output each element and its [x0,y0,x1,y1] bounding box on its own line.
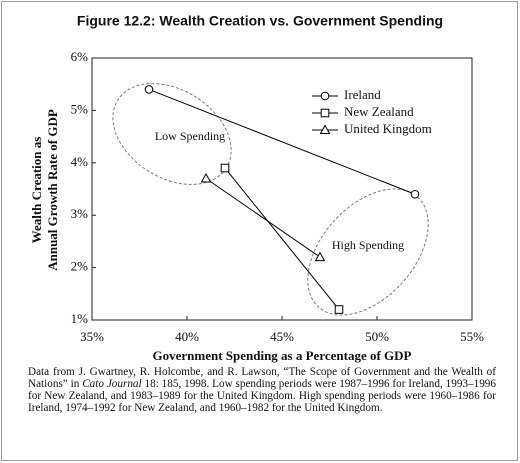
legend-label: United Kingdom [344,121,432,136]
y-tick-label: 1% [71,311,89,326]
y-axis-label: Annual Growth Rate of GDP [45,109,60,271]
x-tick-label: 40% [175,329,199,344]
x-axis-label: Government Spending as a Percentage of G… [152,348,411,363]
data-point [220,163,230,173]
caption-text: 18: 185, 1998. Low spending periods were… [28,378,496,414]
caption: Data from J. Gwartney, R. Holcombe, and … [28,366,496,414]
high-spending-region [307,188,429,316]
x-tick-label: 35% [80,329,104,344]
series-line [224,167,340,310]
data-point [144,85,154,94]
plot-area [91,57,473,321]
y-tick-label: 3% [71,206,89,221]
data-point [200,173,212,183]
chart-title: Figure 12.2: Wealth Creation vs. Governm… [77,13,443,29]
x-tick-label: 55% [460,329,484,344]
caption-journal: Cato Journal [82,378,142,390]
y-tick-label: 2% [71,259,89,274]
annotation: Low Spending [155,129,225,143]
y-axis-label: Wealth Creation as [29,137,44,244]
annotation: High Spending [332,238,404,252]
data-point [410,189,420,199]
legend-marker [319,124,331,134]
series-line [205,178,321,258]
y-tick-label: 6% [71,49,89,64]
legend-marker [320,91,330,101]
caption-text: Data from J. Gwartney, R. Holcombe, and … [28,366,496,390]
series-line [148,88,416,195]
data-point [314,251,326,262]
y-tick-label: 4% [71,154,89,169]
data-point [334,305,344,314]
legend-marker [320,108,330,118]
x-tick-label: 50% [365,329,389,344]
x-tick-label: 45% [270,329,294,344]
y-tick-label: 5% [71,101,89,116]
legend-label: New Zealand [344,104,414,119]
legend-label: Ireland [344,87,381,102]
